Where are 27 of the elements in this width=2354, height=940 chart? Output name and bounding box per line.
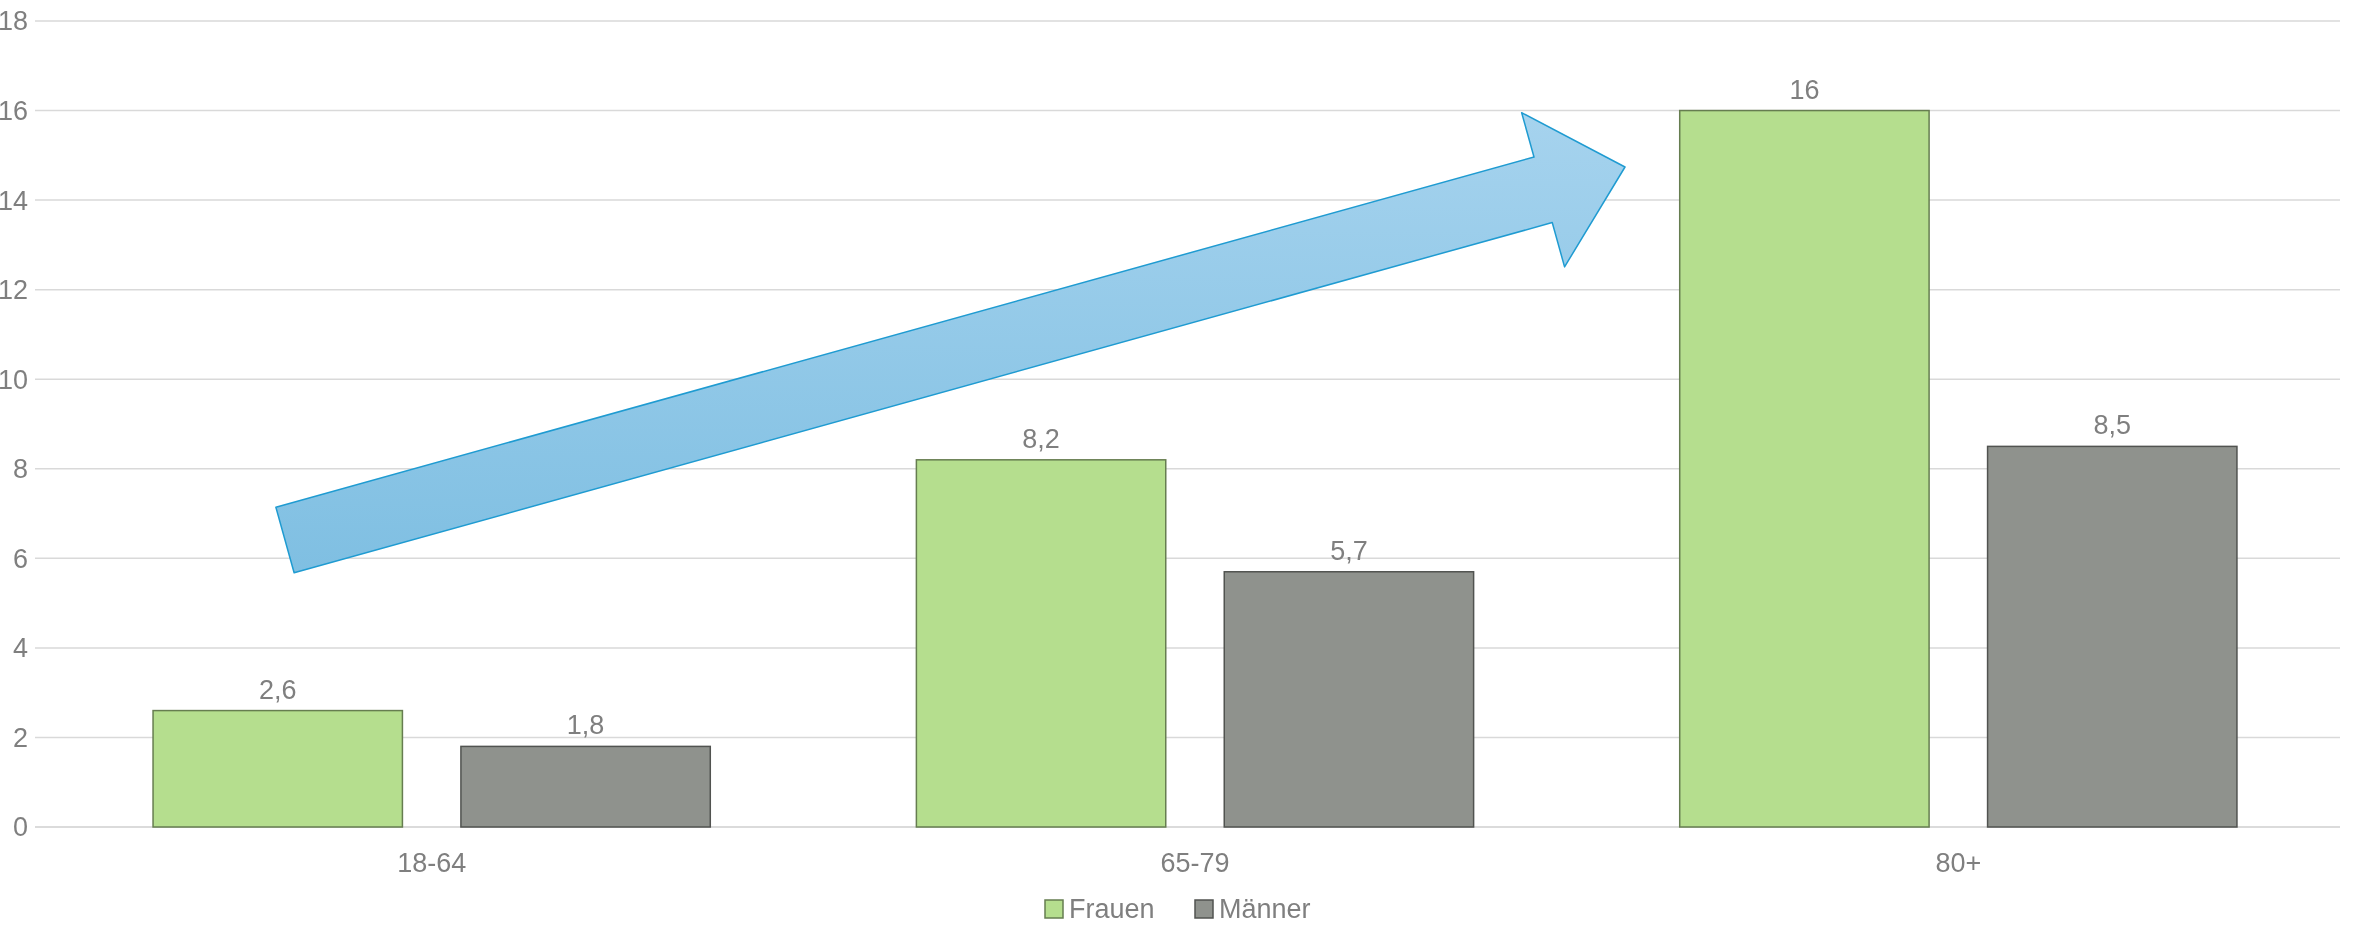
y-tick-label: 0 — [12, 812, 28, 843]
legend-label: Männer — [1219, 894, 1311, 925]
bar — [152, 709, 404, 828]
bar — [915, 459, 1167, 828]
legend-label: Frauen — [1069, 894, 1155, 925]
x-tick-label: 65-79 — [1160, 848, 1230, 878]
y-tick-label: 18 — [0, 6, 28, 37]
data-label: 1,8 — [566, 710, 605, 741]
x-tick-label: 80+ — [1935, 848, 1982, 878]
data-label: 8,5 — [2093, 410, 2132, 441]
y-tick-label: 16 — [0, 96, 28, 127]
y-tick-label: 4 — [12, 633, 28, 664]
data-label: 2,6 — [258, 674, 297, 705]
bar — [1986, 445, 2238, 828]
bar — [1678, 109, 1930, 828]
y-tick-label: 2 — [12, 722, 28, 753]
y-tick-label: 10 — [0, 364, 28, 395]
x-tick-label: 18-64 — [397, 848, 467, 878]
bar — [1223, 571, 1475, 828]
y-tick-label: 14 — [0, 185, 28, 216]
y-tick-label: 6 — [12, 543, 28, 574]
y-tick-label: 8 — [12, 454, 28, 485]
data-label: 5,7 — [1330, 535, 1368, 566]
y-tick-label: 12 — [0, 275, 28, 306]
bar — [460, 745, 712, 828]
data-label: 8,2 — [1022, 423, 1060, 454]
data-label: 16 — [1789, 74, 1820, 105]
